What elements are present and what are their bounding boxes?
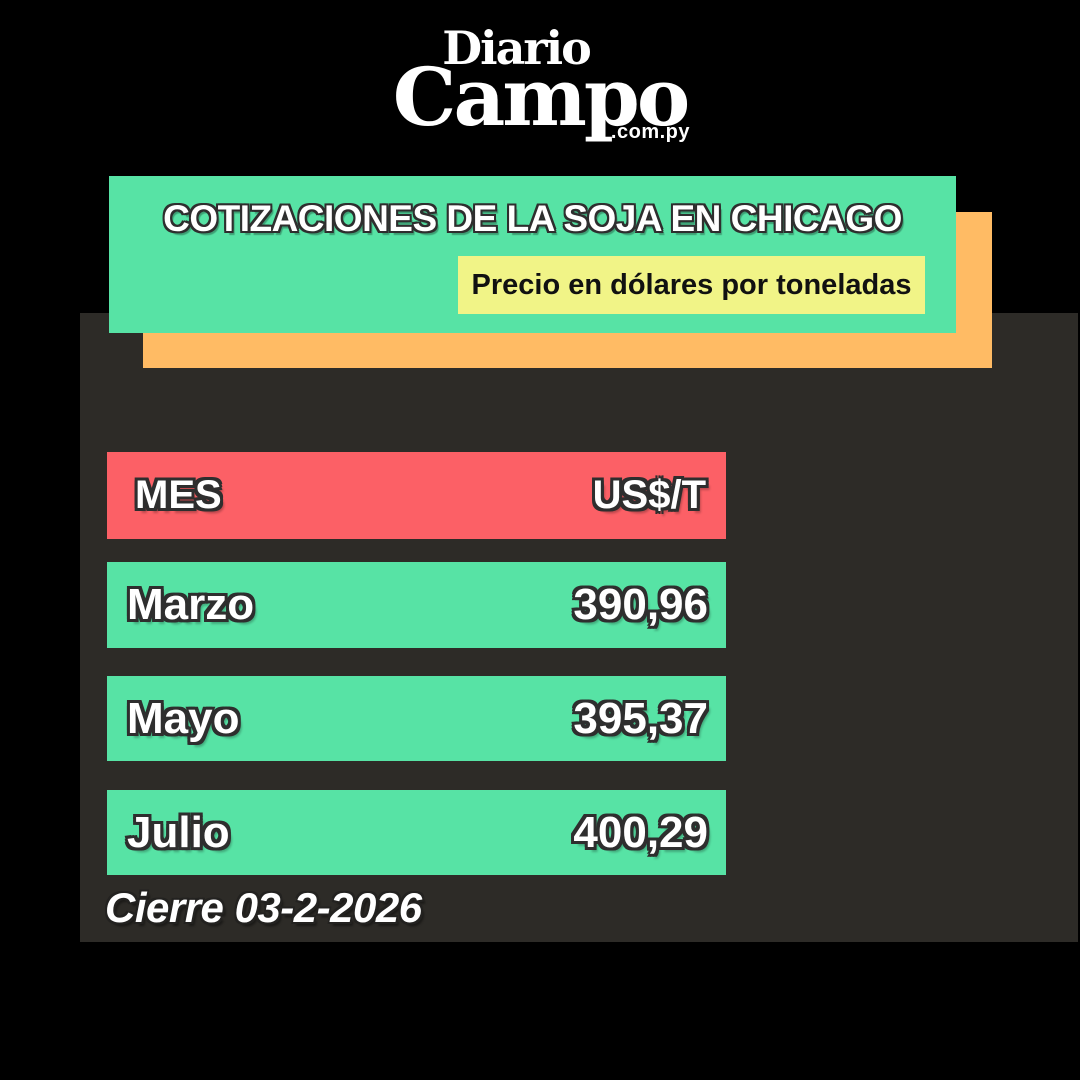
row-price-value: 390,96	[573, 580, 708, 629]
logo-domain-text: .com.py	[610, 121, 690, 144]
row-month-label: Julio	[127, 807, 230, 857]
logo-line-diario: Diario	[442, 21, 592, 75]
header-mes: MES	[135, 473, 222, 517]
row-month-label: Mayo	[127, 693, 240, 743]
title-banner: COTIZACIONES DE LA SOJA EN CHICAGO Preci…	[109, 176, 956, 333]
logo-line-campo: Campo	[392, 50, 690, 145]
header-price: US$/T	[592, 473, 706, 517]
row-price-value: 395,37	[573, 693, 708, 743]
table-row: Mayo 395,37	[107, 676, 726, 761]
page-title: COTIZACIONES DE LA SOJA EN CHICAGO	[163, 198, 902, 239]
row-month-label: Marzo	[127, 580, 255, 629]
closing-date-note: Cierre 03-2-2026	[105, 884, 422, 931]
table-row: Julio 400,29	[107, 790, 726, 875]
row-price-value: 400,29	[573, 807, 708, 857]
table-header-row: MES US$/T	[107, 452, 726, 539]
table-row: Marzo 390,96	[107, 562, 726, 648]
subtitle-badge: Precio en dólares por toneladas	[458, 256, 925, 314]
diario-campo-logo: Diario Campo .com.py	[380, 25, 700, 145]
